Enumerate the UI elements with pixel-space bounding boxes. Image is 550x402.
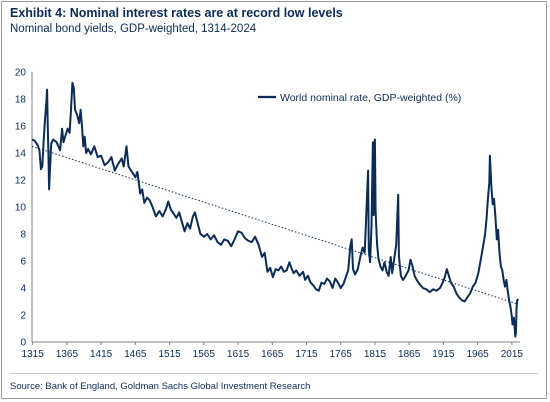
x-tick-label: 1715 — [295, 349, 318, 360]
y-tick-labels: 0 2 4 6 8 10 12 14 16 18 20 — [15, 68, 27, 349]
x-tick-label: 1465 — [124, 349, 147, 360]
plot-area: 0 2 4 6 8 10 12 14 16 18 20 1315 1365 1415 1465 1515 15… — [15, 68, 524, 361]
x-tick-label: 1815 — [364, 349, 387, 360]
x-tick-label: 1915 — [432, 349, 455, 360]
legend-label: World nominal rate, GDP-weighted (%) — [280, 92, 461, 104]
y-tick-label: 0 — [20, 338, 26, 349]
y-tick-label: 10 — [15, 203, 27, 214]
x-tick-label: 1415 — [90, 349, 113, 360]
line-chart: 0 2 4 6 8 10 12 14 16 18 20 1315 1365 1415 1465 1515 15… — [15, 68, 524, 361]
series-group — [31, 81, 519, 338]
x-tick-label: 1315 — [22, 349, 45, 360]
legend: World nominal rate, GDP-weighted (%) — [258, 92, 461, 104]
y-tick-label: 14 — [15, 149, 27, 160]
y-tick-label: 8 — [20, 230, 26, 241]
x-tick-labels: 1315 1365 1415 1465 1515 1565 1615 1665 1715 1765… — [22, 342, 524, 360]
x-tick-label: 1515 — [158, 349, 181, 360]
y-tick-label: 20 — [15, 68, 27, 79]
source-divider — [10, 373, 538, 374]
x-tick-label: 1615 — [227, 349, 250, 360]
x-tick-label: 1365 — [56, 349, 79, 360]
y-tick-label: 12 — [15, 176, 27, 187]
y-tick-label: 4 — [20, 284, 26, 295]
x-tick-label: 1765 — [330, 349, 353, 360]
x-tick-label: 1965 — [466, 349, 489, 360]
x-tick-label: 1665 — [261, 349, 284, 360]
x-tick-label: 1565 — [193, 349, 216, 360]
y-tick-label: 18 — [15, 95, 27, 106]
x-tick-label: 2015 — [501, 349, 524, 360]
y-tick-label: 6 — [20, 257, 26, 268]
trend-line — [31, 145, 519, 305]
series-line-world-nominal-rate — [31, 81, 519, 338]
source-note: Source: Bank of England, Goldman Sachs G… — [10, 381, 311, 392]
x-tick-label: 1865 — [398, 349, 421, 360]
chart-title: Exhibit 4: Nominal interest rates are at… — [10, 6, 343, 20]
y-tick-label: 16 — [15, 122, 27, 133]
chart-subtitle: Nominal bond yields, GDP-weighted, 1314-… — [10, 23, 257, 35]
y-tick-label: 2 — [20, 311, 26, 322]
